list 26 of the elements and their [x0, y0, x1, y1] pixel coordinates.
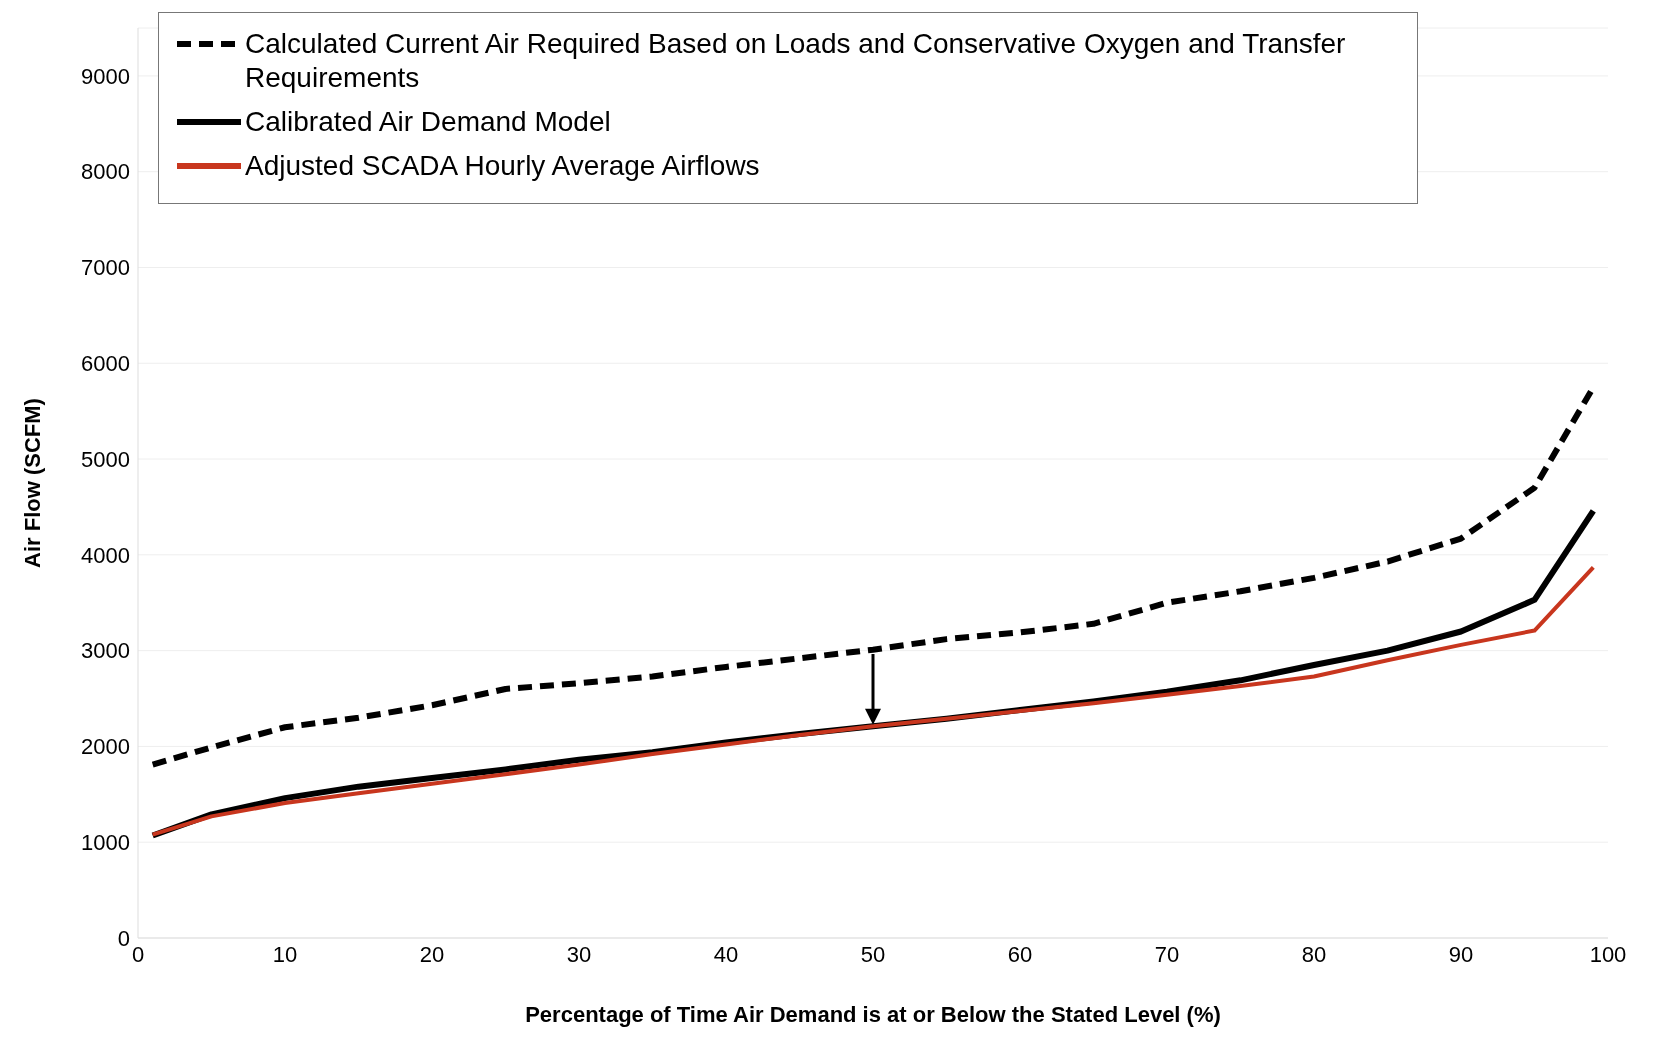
x-tick-label: 80 [1301, 941, 1327, 967]
y-axis-title: Air Flow (SCFM) [19, 398, 45, 568]
y-tick-label: 7000 [81, 255, 130, 281]
x-tick-label: 20 [419, 941, 445, 967]
x-tick-label: 70 [1154, 941, 1180, 967]
y-tick-label: 9000 [81, 63, 130, 89]
x-tick-label: 100 [1589, 941, 1627, 967]
legend-label: Adjusted SCADA Hourly Average Airflows [245, 149, 760, 183]
y-tick-label: 5000 [81, 446, 130, 472]
legend-label: Calibrated Air Demand Model [245, 105, 611, 139]
y-tick-label: 2000 [81, 734, 130, 760]
y-tick-label: 6000 [81, 351, 130, 377]
x-tick-label: 50 [860, 941, 886, 967]
y-tick-label: 1000 [81, 830, 130, 856]
x-tick-label: 90 [1448, 941, 1474, 967]
y-tick-label: 0 [117, 925, 130, 951]
x-tick-label: 30 [566, 941, 592, 967]
line-series [150, 565, 1596, 837]
x-tick-label: 10 [272, 941, 298, 967]
y-tick-label: 4000 [81, 542, 130, 568]
x-tick-label: 40 [713, 941, 739, 967]
y-tick-label: 8000 [81, 159, 130, 185]
x-axis-title: Percentage of Time Air Demand is at or Below the Stated Level (%) [525, 1002, 1221, 1027]
y-tick-label: 3000 [81, 638, 130, 664]
legend-label: Calculated Current Air Required Based on Loads and Conservative Oxygen and Transfer Requirements [245, 27, 1347, 95]
x-tick-label: 60 [1007, 941, 1033, 967]
